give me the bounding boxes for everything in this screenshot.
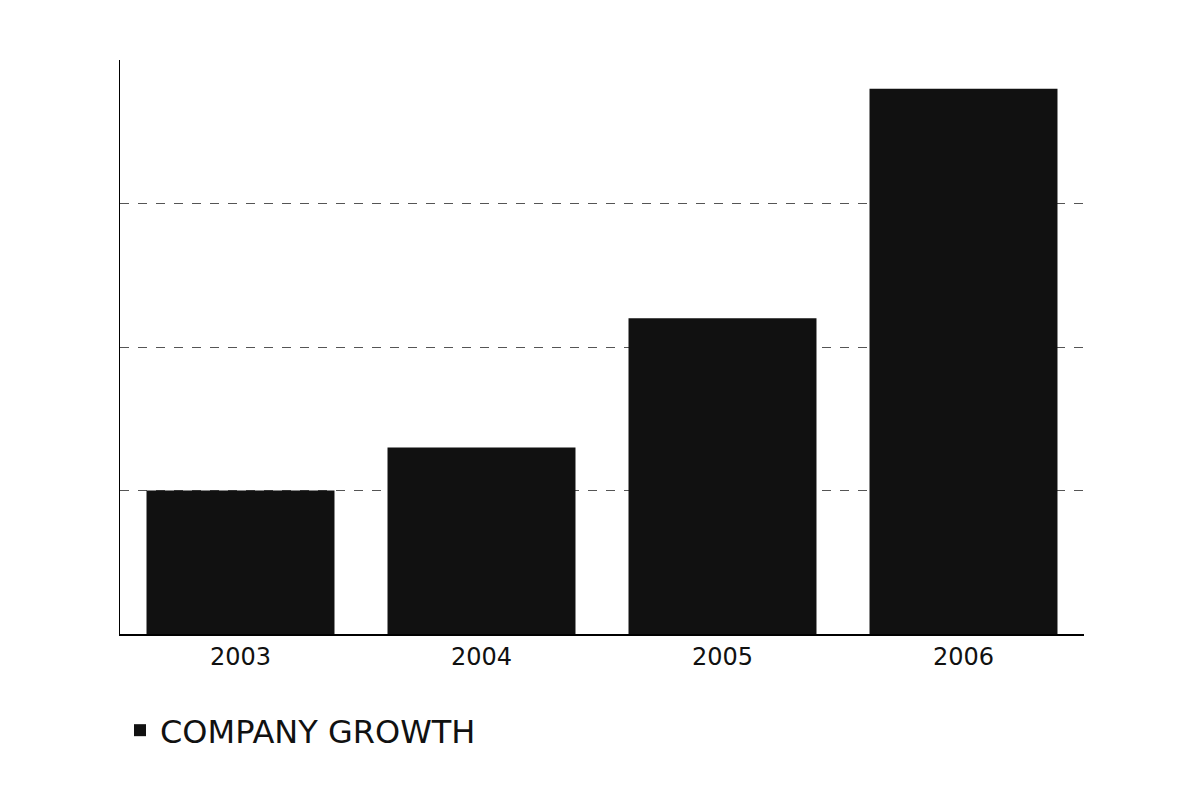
svg-text:2005: 2005	[692, 643, 753, 671]
svg-text:2006: 2006	[933, 643, 994, 671]
svg-text:2003: 2003	[210, 643, 271, 671]
svg-text:2004: 2004	[451, 643, 512, 671]
svg-text:COMPANY GROWTH: COMPANY GROWTH	[160, 713, 475, 751]
